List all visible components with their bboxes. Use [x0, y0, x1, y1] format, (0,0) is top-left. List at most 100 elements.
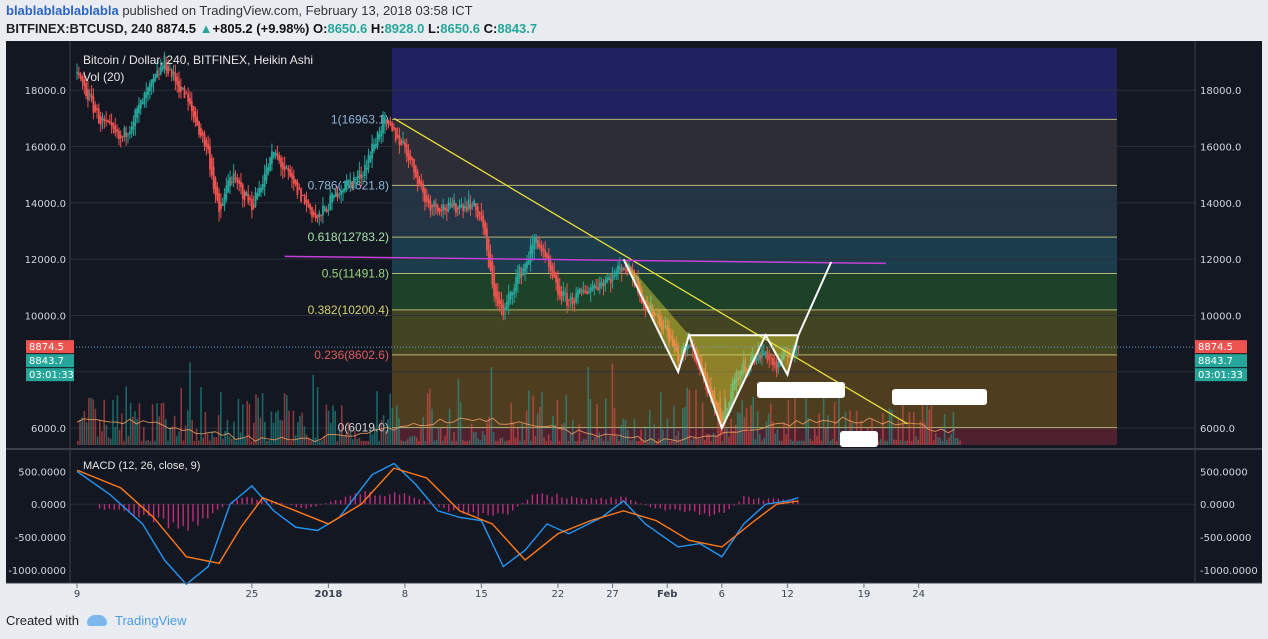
volume-bar — [176, 436, 178, 445]
grid — [6, 89, 1262, 450]
volume-bar — [655, 441, 658, 445]
volume-bar — [387, 419, 389, 445]
volume-bar — [528, 390, 530, 445]
candle-body — [241, 184, 244, 199]
volume-bar — [457, 379, 460, 445]
volume-bar — [798, 440, 801, 445]
candle-body — [620, 268, 623, 273]
volume-bar — [765, 421, 768, 445]
candle-body — [269, 157, 271, 171]
volume-bar — [635, 441, 638, 445]
candle-body — [161, 66, 164, 71]
candle-body — [79, 73, 82, 79]
macd-histogram-bar — [767, 498, 770, 505]
fib-zone — [391, 354, 1118, 428]
candle-body — [174, 72, 177, 82]
author-link[interactable]: blablablablablabla — [6, 3, 119, 18]
candle-body — [593, 285, 596, 288]
volume-bar — [138, 403, 141, 445]
volume-bar — [622, 418, 625, 445]
candle-body — [311, 206, 313, 217]
candle-body — [185, 93, 188, 95]
candle-body — [351, 181, 353, 187]
candle-body — [526, 261, 528, 268]
neckline[interactable] — [284, 255, 886, 265]
macd-histogram-bar — [300, 504, 302, 509]
x-tick-label: 25 — [246, 589, 259, 600]
volume-bar — [756, 411, 759, 445]
volume-bar — [253, 422, 255, 445]
candle-body — [378, 134, 381, 139]
candle-body — [713, 395, 716, 408]
volume-bar — [158, 416, 160, 445]
candle-body — [562, 290, 565, 297]
candle-body — [265, 166, 268, 181]
candle-body — [413, 158, 415, 173]
volume-bar — [913, 411, 915, 445]
candle-body — [159, 66, 162, 75]
volume-bar — [330, 422, 332, 445]
macd-tick-label-left: 0.0000 — [31, 500, 66, 511]
drawings[interactable] — [284, 117, 909, 431]
volume-bar — [264, 421, 266, 445]
volume-bar — [191, 420, 193, 445]
candle-body — [507, 293, 510, 306]
volume-bar — [950, 434, 952, 445]
pattern-triangle[interactable] — [623, 259, 690, 372]
candle-body — [482, 216, 485, 228]
macd-histogram-bar — [128, 504, 130, 513]
candle-body — [389, 121, 392, 126]
candle-body — [427, 198, 430, 204]
candle-body — [360, 174, 363, 179]
macd-histogram-bar — [659, 504, 661, 509]
volume-bar — [514, 437, 517, 445]
volume-bar — [600, 437, 603, 445]
volume-bar — [290, 440, 292, 445]
candle-body — [254, 192, 257, 207]
trendline[interactable] — [393, 117, 909, 425]
candle-body — [456, 207, 459, 210]
candle-body — [657, 314, 660, 318]
price-tag — [1195, 340, 1247, 354]
volume-bar — [217, 415, 220, 445]
volume-bar — [772, 421, 774, 445]
volume-bar — [360, 440, 363, 445]
candle-body — [358, 170, 361, 178]
volume-bar — [897, 419, 900, 445]
candle-body — [759, 355, 762, 360]
fib-label: 0.5(11491.8) — [322, 266, 389, 280]
macd-histogram-bar — [585, 498, 588, 505]
candle-body — [323, 207, 326, 211]
volume-bar — [915, 436, 917, 445]
macd-histogram-bar — [551, 496, 553, 505]
candle-body — [424, 188, 426, 203]
volume-bar — [345, 433, 347, 445]
volume-bar — [440, 427, 442, 445]
macd-histogram-bar — [162, 504, 165, 519]
volume-bar — [363, 440, 365, 445]
macd-histogram-bar — [571, 496, 573, 505]
candle-body — [194, 111, 197, 123]
macd-histogram-bar — [718, 504, 720, 513]
volume-bar — [336, 440, 339, 445]
volume-bar — [827, 415, 829, 445]
pattern-path[interactable] — [622, 258, 833, 431]
macd-histogram-bar — [182, 504, 184, 526]
tradingview-link[interactable]: TradingView — [114, 613, 187, 628]
volume-bar — [499, 438, 501, 445]
candle-body — [121, 136, 124, 138]
macd-tick-label-right: 500.0000 — [1200, 467, 1248, 478]
price-tag — [26, 368, 74, 382]
candle-body — [613, 276, 616, 278]
volume-bar — [367, 440, 369, 445]
candle-body — [362, 175, 364, 177]
candle-body — [209, 146, 211, 170]
pattern-triangle[interactable] — [689, 335, 766, 429]
candle-body — [139, 99, 142, 109]
volume-bar — [193, 440, 196, 445]
volume-bar — [182, 440, 185, 445]
macd-histogram-bar — [197, 504, 199, 526]
candle-body — [416, 171, 419, 187]
candle-body — [238, 180, 241, 184]
